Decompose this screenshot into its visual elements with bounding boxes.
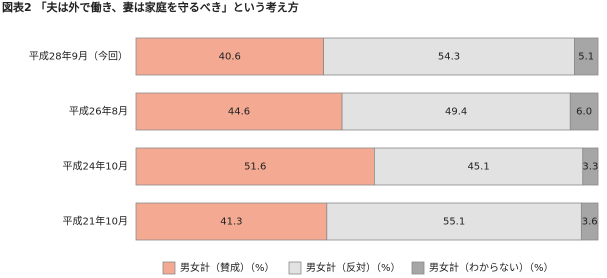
bar-segment <box>135 147 375 186</box>
legend-swatch <box>411 261 425 275</box>
category-label: 平成26年8月 <box>69 105 128 118</box>
bar-segment <box>323 37 575 76</box>
value-label: 3.3 <box>582 162 598 173</box>
value-label: 3.6 <box>582 217 598 228</box>
value-label: 41.3 <box>220 217 242 228</box>
value-label: 55.1 <box>443 217 465 228</box>
value-label: 51.6 <box>244 162 266 173</box>
category-label: 平成24年10月 <box>63 160 128 173</box>
value-label: 45.1 <box>467 162 489 173</box>
bar-segment <box>580 202 599 241</box>
legend-label: 男女計（賛成）（%） <box>180 261 275 274</box>
bar-segment <box>341 92 571 131</box>
bar-segment <box>569 92 599 131</box>
bar-segment <box>135 202 328 241</box>
bar-segment <box>135 37 324 76</box>
value-label: 6.0 <box>576 107 592 118</box>
value-label: 5.1 <box>578 52 594 63</box>
bar-segment <box>135 92 343 131</box>
legend-swatch <box>288 261 302 275</box>
bar-segment <box>574 37 599 76</box>
legend-label: 男女計（反対）（%） <box>306 261 401 274</box>
value-label: 49.4 <box>445 107 467 118</box>
bar-segment <box>373 147 584 186</box>
value-label: 40.6 <box>219 52 241 63</box>
value-label: 54.3 <box>438 52 460 63</box>
legend-label: 男女計（わからない）（%） <box>429 261 554 274</box>
bar-segment <box>326 202 582 241</box>
legend-swatch <box>162 261 176 275</box>
category-label: 平成28年9月（今回） <box>29 50 128 63</box>
category-label: 平成21年10月 <box>63 215 128 228</box>
chart-title: 図表2 「夫は外で働き、妻は家庭を守るべき」という考え方 <box>2 0 299 14</box>
value-label: 44.6 <box>228 107 250 118</box>
bar-segment <box>582 147 599 186</box>
